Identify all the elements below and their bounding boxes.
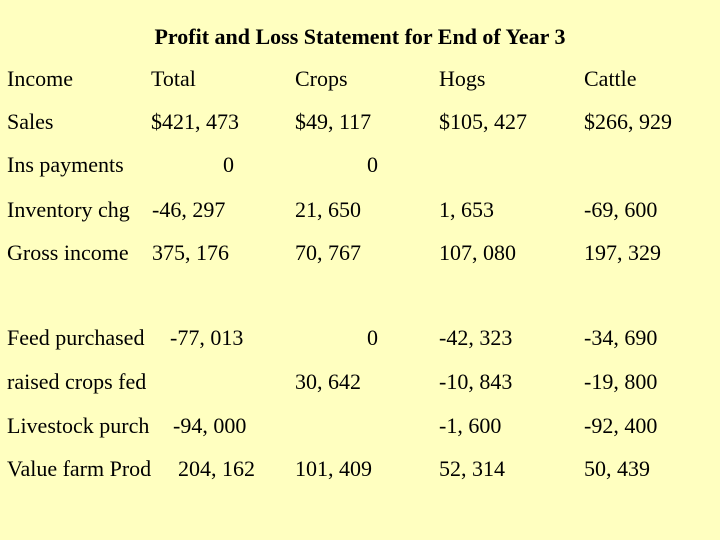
column-header-cattle: Cattle bbox=[584, 66, 637, 91]
column-header-income: Income bbox=[7, 66, 73, 91]
row-label-feed-purchased: Feed purchased bbox=[7, 325, 145, 350]
feed-purchased-cattle: -34, 690 bbox=[584, 325, 658, 350]
sales-cattle: $266, 929 bbox=[584, 109, 672, 134]
feed-purchased-total: -77, 013 bbox=[170, 325, 244, 350]
row-label-livestock-purch: Livestock purch bbox=[7, 413, 150, 438]
inventory-chg-cattle: -69, 600 bbox=[584, 197, 658, 222]
value-farm-prod-hogs: 52, 314 bbox=[439, 456, 505, 481]
column-header-total: Total bbox=[151, 66, 196, 91]
sales-hogs: $105, 427 bbox=[439, 109, 527, 134]
sales-crops: $49, 117 bbox=[295, 109, 372, 134]
inventory-chg-crops: 21, 650 bbox=[295, 197, 361, 222]
gross-income-total: 375, 176 bbox=[152, 240, 229, 265]
inventory-chg-total: -46, 297 bbox=[152, 197, 226, 222]
feed-purchased-hogs: -42, 323 bbox=[439, 325, 513, 350]
column-header-hogs: Hogs bbox=[439, 66, 486, 91]
value-farm-prod-cattle: 50, 439 bbox=[584, 456, 650, 481]
row-label-gross-income: Gross income bbox=[7, 240, 129, 265]
row-label-sales: Sales bbox=[7, 109, 54, 134]
gross-income-cattle: 197, 329 bbox=[584, 240, 661, 265]
row-label-value-farm-prod: Value farm Prod bbox=[7, 456, 152, 481]
raised-crops-fed-cattle: -19, 800 bbox=[584, 369, 658, 394]
livestock-purch-total: -94, 000 bbox=[173, 413, 247, 438]
livestock-purch-hogs: -1, 600 bbox=[439, 413, 502, 438]
column-header-crops: Crops bbox=[295, 66, 348, 91]
raised-crops-fed-crops: 30, 642 bbox=[295, 369, 361, 394]
feed-purchased-crops: 0 bbox=[367, 325, 378, 350]
raised-crops-fed-hogs: -10, 843 bbox=[439, 369, 513, 394]
row-label-inventory-chg: Inventory chg bbox=[7, 197, 130, 222]
gross-income-crops: 70, 767 bbox=[295, 240, 361, 265]
page-title: Profit and Loss Statement for End of Yea… bbox=[154, 24, 566, 49]
ins-payments-crops: 0 bbox=[367, 152, 378, 177]
ins-payments-total: 0 bbox=[223, 152, 234, 177]
value-farm-prod-total: 204, 162 bbox=[178, 456, 255, 481]
gross-income-hogs: 107, 080 bbox=[439, 240, 516, 265]
sales-total: $421, 473 bbox=[151, 109, 239, 134]
row-label-ins-payments: Ins payments bbox=[7, 152, 124, 177]
inventory-chg-hogs: 1, 653 bbox=[439, 197, 494, 222]
value-farm-prod-crops: 101, 409 bbox=[295, 456, 372, 481]
livestock-purch-cattle: -92, 400 bbox=[584, 413, 658, 438]
row-label-raised-crops-fed: raised crops fed bbox=[7, 369, 147, 394]
